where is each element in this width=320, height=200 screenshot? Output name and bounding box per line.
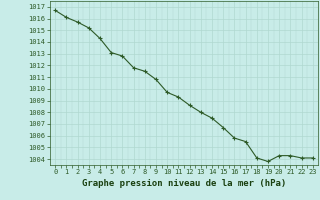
X-axis label: Graphe pression niveau de la mer (hPa): Graphe pression niveau de la mer (hPa): [82, 179, 286, 188]
